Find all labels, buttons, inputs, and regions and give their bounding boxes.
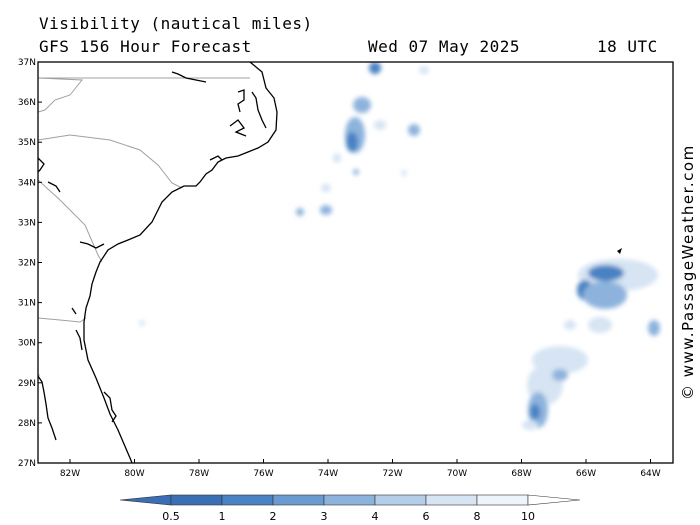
fog-patch bbox=[588, 317, 612, 333]
colorbar-swatch bbox=[323, 494, 376, 506]
copyright-credit: © www.PassageWeather.com bbox=[679, 144, 697, 400]
colorbar-swatch bbox=[170, 494, 223, 506]
visibility-shading bbox=[139, 62, 660, 430]
map-title: Visibility (nautical miles) bbox=[39, 14, 313, 33]
colorbar-label: 2 bbox=[269, 510, 277, 523]
fog-patch bbox=[583, 281, 627, 309]
fog-patch bbox=[408, 124, 420, 136]
latitude-axis: 37N 36N 35N 34N 33N 32N 31N 30N 29N 28N 27N bbox=[18, 58, 42, 469]
lat-label: 29N bbox=[18, 379, 36, 389]
lon-label: 78W bbox=[189, 469, 209, 479]
lat-label: 32N bbox=[18, 259, 36, 269]
colorbar-legend bbox=[119, 494, 581, 506]
colorbar-swatch bbox=[272, 494, 325, 506]
colorbar-label: 0.5 bbox=[162, 510, 180, 523]
colorbar-label: 3 bbox=[320, 510, 328, 523]
colorbar-label: 1 bbox=[218, 510, 226, 523]
fog-patch bbox=[374, 120, 386, 130]
colorbar-label: 8 bbox=[473, 510, 481, 523]
lon-label: 80W bbox=[124, 469, 144, 479]
colorbar-swatch bbox=[476, 494, 529, 506]
fog-patch bbox=[369, 62, 381, 74]
fog-patch bbox=[530, 404, 540, 420]
fog-patch bbox=[346, 132, 358, 152]
forecast-date: Wed 07 May 2025 bbox=[368, 37, 520, 56]
fog-patch bbox=[588, 265, 624, 281]
fog-patch bbox=[139, 320, 145, 326]
lat-label: 33N bbox=[18, 218, 36, 228]
forecast-time: 18 UTC bbox=[597, 37, 658, 56]
lat-label: 30N bbox=[18, 339, 36, 349]
lat-label: 36N bbox=[18, 98, 36, 108]
coastline bbox=[38, 62, 278, 463]
fog-patch bbox=[320, 205, 332, 215]
lon-label: 68W bbox=[511, 469, 531, 479]
lon-label: 74W bbox=[318, 469, 338, 479]
lon-label: 76W bbox=[253, 469, 273, 479]
fog-patch bbox=[522, 420, 538, 430]
fog-patch bbox=[353, 169, 359, 175]
lat-label: 27N bbox=[18, 459, 36, 469]
lon-label: 66W bbox=[576, 469, 596, 479]
longitude-axis: 82W 80W 78W 76W 74W 72W 70W 68W 66W 64W bbox=[60, 459, 661, 479]
state-borders bbox=[38, 77, 250, 376]
colorbar-arrow-right bbox=[527, 494, 581, 506]
colorbar-label: 10 bbox=[521, 510, 535, 523]
colorbar-swatch bbox=[425, 494, 478, 506]
fog-patch bbox=[321, 184, 331, 192]
colorbar-swatch bbox=[221, 494, 274, 506]
lon-label: 82W bbox=[60, 469, 80, 479]
fog-patch bbox=[564, 320, 576, 330]
bermuda-island bbox=[617, 248, 622, 254]
fog-patch bbox=[552, 369, 568, 381]
colorbar-swatch bbox=[374, 494, 427, 506]
lat-label: 34N bbox=[18, 178, 36, 188]
fog-patch bbox=[648, 320, 660, 336]
lat-label: 35N bbox=[18, 138, 36, 148]
colorbar-arrow-left bbox=[119, 494, 172, 506]
fog-patch bbox=[333, 153, 341, 163]
lat-label: 31N bbox=[18, 299, 36, 309]
forecast-model: GFS 156 Hour Forecast bbox=[39, 37, 252, 56]
fog-patch bbox=[296, 208, 304, 216]
colorbar-label: 6 bbox=[422, 510, 430, 523]
lon-label: 64W bbox=[640, 469, 660, 479]
lat-label: 28N bbox=[18, 419, 36, 429]
lon-label: 72W bbox=[382, 469, 402, 479]
fog-patch bbox=[353, 97, 371, 113]
lon-label: 70W bbox=[447, 469, 467, 479]
fog-patch bbox=[419, 66, 429, 74]
lat-label: 37N bbox=[18, 58, 36, 68]
fog-patch bbox=[401, 170, 407, 176]
colorbar-label: 4 bbox=[371, 510, 379, 523]
